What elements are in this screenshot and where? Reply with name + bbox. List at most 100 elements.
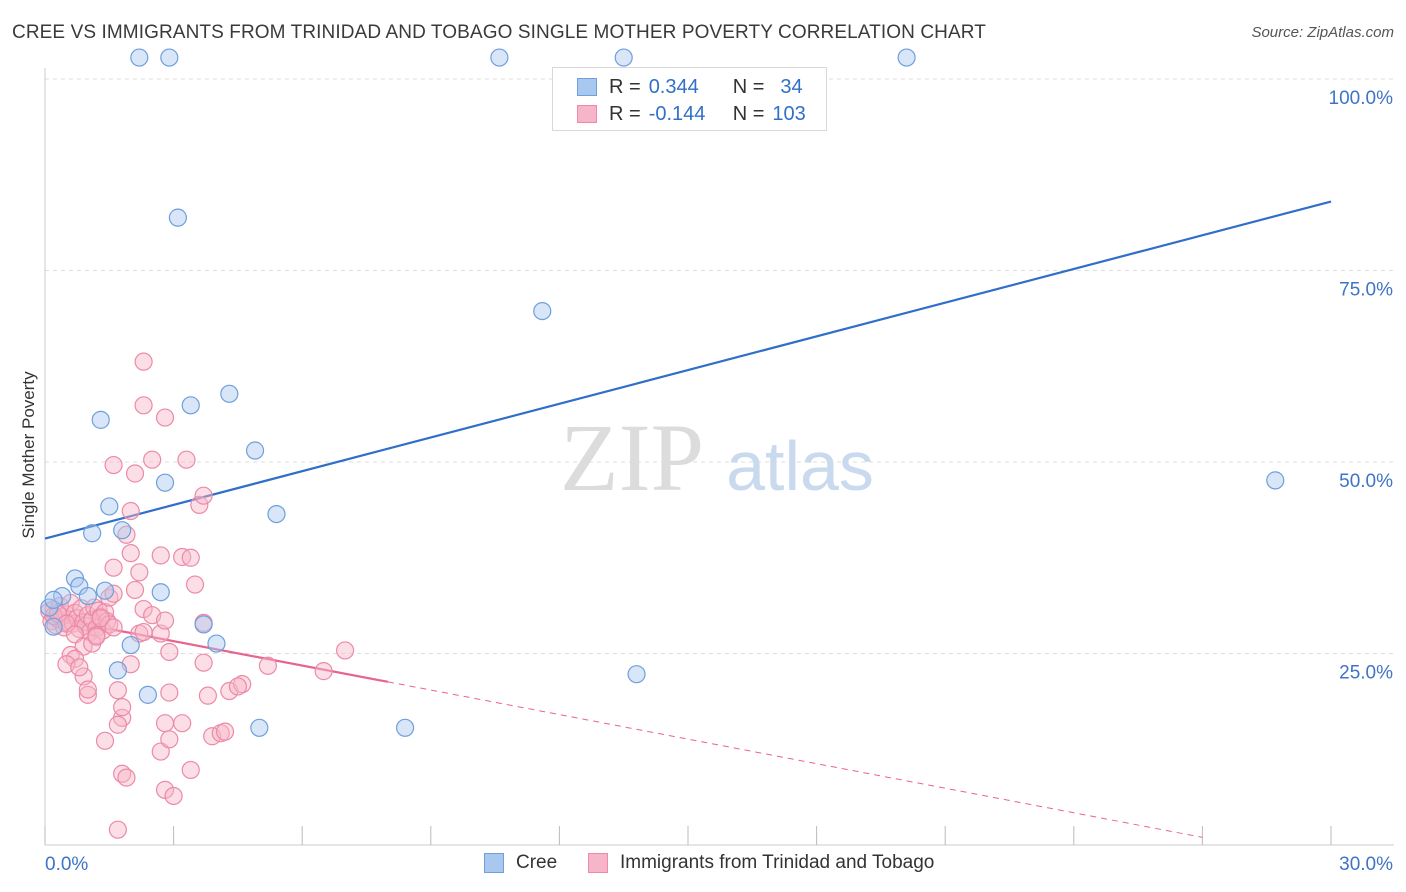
data-point-cree	[44, 617, 63, 636]
data-point-tt	[108, 715, 127, 734]
data-point-tt	[87, 627, 106, 646]
data-point-tt	[177, 450, 196, 469]
legend-r-label: R =	[609, 102, 641, 125]
data-point-tt	[335, 641, 355, 660]
y-tick-label: 50.0%	[1339, 471, 1393, 492]
data-point-tt	[108, 820, 127, 839]
data-point-tt	[194, 653, 213, 672]
data-point-tt	[70, 658, 89, 677]
data-point-cree	[138, 685, 157, 704]
legend-r-value: 0.344	[648, 75, 699, 98]
series-legend-tt[interactable]: Immigrants from Trinidad and Tobago	[588, 852, 934, 874]
data-point-tt	[215, 722, 235, 741]
series-swatch-cree	[484, 853, 504, 873]
series-legend-cree[interactable]: Cree	[484, 852, 557, 874]
data-point-tt	[104, 558, 123, 577]
data-point-tt	[258, 656, 278, 675]
data-point-cree	[53, 586, 72, 606]
data-point-tt	[143, 450, 162, 469]
data-point-cree	[91, 410, 110, 429]
legend-n-value: 34	[780, 75, 803, 98]
data-point-cree	[108, 661, 127, 680]
data-point-cree	[121, 635, 140, 655]
data-point-cree	[490, 48, 509, 67]
trend-line-cree	[44, 200, 1332, 540]
series-cree-points	[40, 48, 1285, 737]
data-point-tt	[194, 486, 213, 505]
data-point-cree	[78, 586, 97, 606]
legend-n-label: N =	[732, 75, 765, 98]
data-point-cree	[220, 384, 239, 403]
data-point-tt	[78, 680, 97, 699]
watermark-zip: ZIP	[560, 404, 704, 511]
data-point-cree	[245, 441, 265, 460]
data-point-tt	[113, 698, 132, 717]
data-point-tt	[181, 760, 200, 780]
data-point-cree	[130, 48, 149, 67]
data-point-tt	[228, 677, 247, 696]
data-point-tt	[134, 352, 153, 371]
data-point-tt	[130, 563, 149, 582]
data-point-cree	[95, 581, 115, 600]
data-point-tt	[164, 786, 183, 806]
data-point-cree	[181, 396, 200, 415]
correlation-legend: R = 0.344 N = 34 R = -0.144 N = 103	[552, 67, 827, 131]
data-point-tt	[78, 685, 97, 704]
data-point-cree	[83, 524, 102, 543]
legend-n-value: 103	[772, 102, 806, 125]
data-point-cree	[627, 665, 646, 684]
legend-n-label: N =	[732, 102, 765, 125]
data-point-cree	[151, 583, 170, 602]
data-point-cree	[160, 48, 179, 67]
data-point-cree	[44, 590, 63, 609]
data-point-tt	[104, 618, 123, 637]
data-point-tt	[65, 649, 85, 668]
series-legend: Cree Immigrants from Trinidad and Tobago	[0, 852, 1406, 878]
data-point-tt	[117, 768, 136, 787]
data-point-tt	[198, 686, 217, 705]
data-point-cree	[194, 615, 213, 634]
data-point-tt	[155, 408, 175, 427]
data-point-tt	[160, 730, 179, 749]
x-tick-label: 30.0%	[1339, 854, 1393, 875]
data-point-tt	[314, 662, 333, 681]
legend-row-cree: R = 0.344 N = 34	[577, 74, 803, 100]
y-axis-labels: 100.0% 75.0% 50.0% 25.0%	[1329, 88, 1394, 684]
data-point-tt	[121, 501, 140, 521]
data-point-cree	[533, 301, 552, 321]
legend-row-tt: R = -0.144 N = 103	[577, 101, 806, 127]
data-point-tt	[185, 575, 205, 594]
data-point-cree	[395, 718, 415, 737]
data-point-tt	[155, 611, 175, 630]
data-point-cree	[155, 473, 175, 492]
series-label-tt: Immigrants from Trinidad and Tobago	[620, 852, 935, 873]
x-tick-label: 0.0%	[45, 854, 88, 875]
data-point-tt	[108, 681, 127, 700]
data-point-cree	[897, 48, 916, 67]
data-point-tt	[155, 714, 175, 733]
data-point-cree	[113, 521, 132, 540]
data-point-cree	[614, 48, 633, 67]
y-tick-label: 75.0%	[1339, 280, 1393, 301]
data-point-cree	[100, 497, 119, 516]
data-point-tt	[134, 396, 153, 415]
series-tt-points	[40, 352, 355, 839]
data-point-tt	[95, 731, 115, 750]
data-point-cree	[168, 208, 187, 227]
y-tick-label: 100.0%	[1329, 88, 1394, 109]
series-swatch-tt	[588, 853, 608, 873]
data-point-tt	[160, 683, 179, 702]
legend-r-label: R =	[609, 75, 641, 98]
data-point-tt	[173, 714, 192, 733]
data-point-cree	[267, 504, 286, 524]
x-axis-labels: 0.0% 30.0%	[45, 854, 1393, 875]
watermark: ZIP atlas	[560, 404, 874, 511]
y-axis-title: Single Mother Poverty	[19, 371, 38, 539]
chart-title: CREE VS IMMIGRANTS FROM TRINIDAD AND TOB…	[12, 22, 986, 43]
trend-line-tt-extension	[387, 681, 1203, 838]
data-point-tt	[151, 546, 170, 565]
series-label-cree: Cree	[516, 852, 558, 873]
data-point-tt	[181, 548, 200, 567]
legend-swatch-tt	[577, 105, 597, 123]
